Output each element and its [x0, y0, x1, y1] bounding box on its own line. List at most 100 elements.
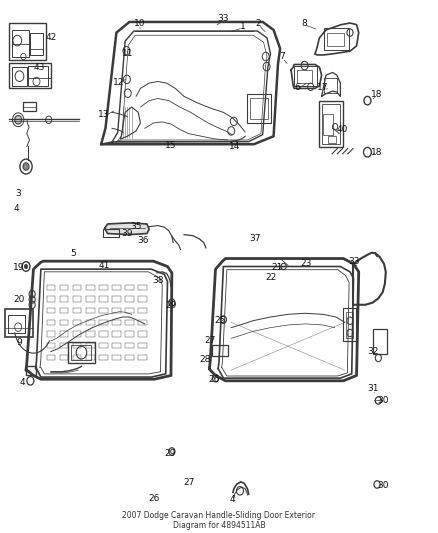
Text: 33: 33 [349, 257, 360, 265]
Text: 32: 32 [367, 347, 378, 356]
Bar [112, 355, 121, 360]
Bar [138, 343, 147, 349]
Bar [138, 320, 147, 325]
Bar [327, 33, 344, 46]
Text: 27: 27 [184, 478, 195, 487]
Bar [99, 320, 108, 325]
Bar [60, 285, 68, 290]
Bar [324, 28, 349, 50]
Bar [112, 308, 121, 313]
Bar [86, 308, 95, 313]
Bar [71, 345, 91, 360]
Text: 30: 30 [377, 396, 389, 405]
Text: 20: 20 [13, 295, 25, 304]
Text: 23: 23 [300, 259, 312, 268]
Bar [86, 285, 95, 290]
Bar [112, 343, 121, 349]
Text: 19: 19 [13, 263, 25, 272]
Text: 28: 28 [199, 354, 211, 364]
Text: 11: 11 [122, 50, 133, 58]
Bar [60, 320, 68, 325]
Text: 38: 38 [152, 276, 164, 285]
Bar [9, 63, 51, 88]
Bar [12, 30, 29, 56]
Text: 30: 30 [377, 481, 389, 490]
Text: 40: 40 [336, 125, 348, 134]
Bar [138, 355, 147, 360]
Text: 35: 35 [130, 222, 142, 231]
Bar [46, 285, 55, 290]
Bar [125, 285, 134, 290]
Text: 29: 29 [165, 301, 177, 310]
Bar [46, 308, 55, 313]
Bar [46, 320, 55, 325]
Bar [73, 355, 81, 360]
Bar [73, 320, 81, 325]
Bar [86, 320, 95, 325]
Bar [373, 329, 387, 354]
Bar [30, 33, 42, 55]
Text: 2: 2 [255, 19, 261, 28]
Bar [99, 332, 108, 337]
Bar [60, 355, 68, 360]
Bar [322, 104, 340, 144]
Text: 9: 9 [16, 338, 22, 347]
Bar [125, 332, 134, 337]
Bar [247, 94, 272, 123]
Bar [46, 296, 55, 302]
Bar [73, 332, 81, 337]
Bar [212, 345, 228, 356]
Bar [138, 296, 147, 302]
Text: 39: 39 [122, 229, 133, 238]
Bar [125, 355, 134, 360]
Circle shape [24, 264, 28, 269]
Bar [60, 296, 68, 302]
Text: 22: 22 [266, 273, 277, 281]
Text: 31: 31 [367, 384, 378, 393]
Text: 27: 27 [205, 336, 216, 345]
Text: 14: 14 [229, 142, 240, 151]
Circle shape [14, 116, 21, 124]
Text: 10: 10 [134, 19, 145, 28]
Bar [46, 355, 55, 360]
Bar [112, 320, 121, 325]
Text: 37: 37 [249, 235, 261, 244]
Bar [125, 320, 134, 325]
Bar [297, 70, 312, 83]
Bar [26, 366, 35, 375]
Text: 4: 4 [229, 495, 235, 504]
Bar [86, 296, 95, 302]
Text: 26: 26 [148, 494, 160, 503]
Bar [60, 308, 68, 313]
Text: 5: 5 [70, 249, 76, 259]
Bar [138, 308, 147, 313]
Text: 13: 13 [99, 110, 110, 119]
Text: 4: 4 [13, 204, 19, 213]
Text: 18: 18 [371, 148, 383, 157]
Text: 15: 15 [165, 141, 177, 150]
Text: 1: 1 [240, 22, 246, 31]
Text: 12: 12 [113, 77, 124, 86]
Bar [112, 285, 121, 290]
Text: 41: 41 [99, 261, 110, 270]
Text: 8: 8 [301, 19, 307, 28]
Text: 21: 21 [271, 263, 283, 272]
Bar [9, 23, 46, 60]
Bar [319, 101, 343, 148]
Text: 33: 33 [218, 14, 229, 23]
Bar [294, 66, 317, 86]
Bar [125, 296, 134, 302]
Bar [138, 332, 147, 337]
Bar [73, 343, 81, 349]
Bar [103, 229, 119, 237]
Text: 18: 18 [371, 90, 383, 99]
Bar [73, 308, 81, 313]
Bar [86, 343, 95, 349]
Bar [99, 343, 108, 349]
Bar [346, 312, 353, 338]
Text: 2007 Dodge Caravan Handle-Sliding Door Exterior
Diagram for 4894511AB: 2007 Dodge Caravan Handle-Sliding Door E… [123, 511, 315, 530]
Bar [46, 343, 55, 349]
Bar [112, 296, 121, 302]
Bar [328, 136, 336, 143]
Bar [251, 98, 268, 119]
